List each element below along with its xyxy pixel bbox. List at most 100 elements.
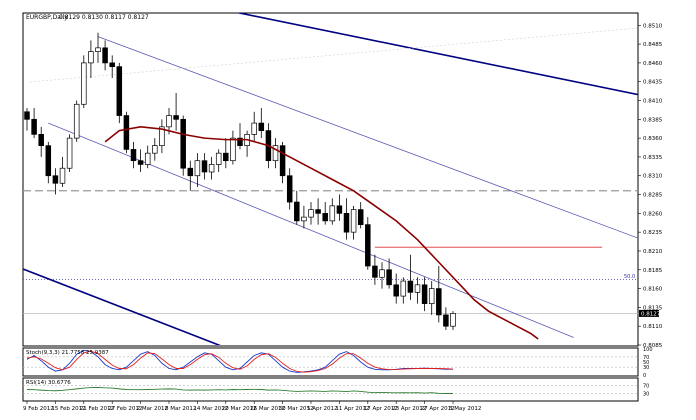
candle-body-down bbox=[315, 209, 321, 214]
candle-body-up bbox=[379, 269, 385, 278]
candle bbox=[24, 108, 30, 131]
candle bbox=[59, 156, 66, 188]
candle bbox=[357, 202, 364, 229]
time-tick-label: 17 Apr 2012 bbox=[364, 406, 398, 412]
candle bbox=[109, 55, 115, 78]
candle bbox=[372, 254, 378, 285]
candle bbox=[152, 138, 158, 161]
candle bbox=[66, 134, 73, 172]
candle-body-down bbox=[357, 209, 364, 225]
candle-body-down bbox=[286, 175, 293, 203]
candle-body-up bbox=[208, 164, 215, 173]
candle-body-up bbox=[251, 122, 257, 135]
time-tick-label: 11 Apr 2012 bbox=[335, 406, 369, 412]
stochastic-signal-line bbox=[26, 350, 454, 373]
stochastic-main-line bbox=[26, 349, 453, 373]
candle bbox=[230, 130, 236, 165]
candle-body-down bbox=[180, 118, 186, 169]
candle bbox=[173, 92, 179, 131]
candle bbox=[116, 62, 123, 124]
candle bbox=[187, 160, 194, 191]
candle bbox=[52, 168, 59, 195]
time-tick-label: 2 Mar 2012 bbox=[137, 406, 168, 412]
price-tick-label: 0.8260 bbox=[643, 211, 663, 217]
candle-body-down bbox=[201, 160, 208, 173]
rsi-panel-frame bbox=[22, 377, 639, 402]
price-tick-label: 0.8510 bbox=[643, 23, 663, 29]
time-tick-label: 9 Feb 2012 bbox=[23, 406, 54, 412]
fib-level-label: 50.0 bbox=[624, 274, 635, 280]
candle-body-down bbox=[322, 213, 328, 222]
candle bbox=[81, 55, 87, 109]
candle-body-down bbox=[52, 175, 59, 184]
candle bbox=[350, 205, 357, 240]
candle bbox=[343, 198, 350, 240]
candle bbox=[180, 115, 186, 176]
time-tick-label: 8 Mar 2012 bbox=[165, 406, 196, 412]
rsi-line bbox=[26, 386, 453, 394]
candle bbox=[421, 277, 428, 312]
candle-body-down bbox=[130, 149, 137, 162]
candle-body-up bbox=[95, 47, 101, 52]
candle bbox=[31, 108, 37, 139]
candle-body-down bbox=[336, 205, 343, 214]
candle-body-down bbox=[343, 213, 350, 233]
price-tick-label: 0.8235 bbox=[643, 230, 663, 236]
candle bbox=[144, 145, 151, 169]
candle bbox=[102, 40, 108, 71]
candle-body-down bbox=[45, 145, 52, 177]
time-tick-label: 5 Apr 2012 bbox=[307, 406, 338, 412]
candle-body-down bbox=[137, 160, 144, 165]
stochastic-tick-label: 50 bbox=[643, 360, 649, 366]
price-tick-label: 0.8285 bbox=[643, 193, 663, 199]
moving-average-line bbox=[104, 126, 539, 340]
time-tick-label: 30 Mar 2012 bbox=[279, 406, 314, 412]
candle-body-down bbox=[443, 314, 449, 327]
candle bbox=[258, 108, 265, 139]
candle-body-up bbox=[329, 205, 336, 222]
candle-body-down bbox=[365, 224, 371, 267]
candle bbox=[407, 254, 414, 300]
candle bbox=[379, 262, 385, 289]
candle-body-up bbox=[308, 209, 314, 218]
candle-body-up bbox=[159, 126, 165, 146]
price-tick-label: 0.8210 bbox=[643, 249, 663, 255]
candle-body-up bbox=[400, 280, 407, 297]
candle-body-down bbox=[123, 115, 130, 150]
candle-body-up bbox=[88, 51, 94, 64]
moving-average-layer bbox=[104, 126, 539, 340]
price-tick-label: 0.8485 bbox=[643, 42, 663, 48]
candle-body-down bbox=[421, 284, 428, 304]
lower-long-trendline bbox=[23, 268, 221, 345]
price-tick-label: 0.8335 bbox=[643, 155, 663, 161]
candle bbox=[315, 198, 321, 225]
candle-body-down bbox=[102, 47, 108, 64]
candle bbox=[336, 194, 343, 221]
stochastic-series bbox=[26, 349, 454, 373]
candle bbox=[301, 205, 307, 229]
candle bbox=[428, 281, 435, 315]
candle-body-up bbox=[194, 160, 201, 177]
candle-body-down bbox=[258, 122, 265, 131]
candle-body-down bbox=[279, 145, 286, 177]
candle bbox=[393, 273, 399, 304]
time-tick-label: 15 Feb 2012 bbox=[51, 406, 85, 412]
candle bbox=[272, 138, 279, 169]
time-tick-label: 27 Apr 2012 bbox=[421, 406, 455, 412]
candle bbox=[215, 149, 222, 172]
price-axis: 0.8510 0.8485 0.8460 0.8435 0.8410 0.8385 0.83… bbox=[624, 23, 663, 349]
candle-body-down bbox=[237, 137, 243, 146]
candle bbox=[137, 149, 144, 172]
upper-long-trendline bbox=[235, 13, 638, 96]
price-tick-label: 0.8410 bbox=[643, 99, 663, 105]
candle-body-up bbox=[230, 137, 236, 162]
price-tick-label: 0.8160 bbox=[643, 287, 663, 293]
candle bbox=[386, 258, 392, 289]
candle bbox=[308, 202, 314, 225]
candle-body-down bbox=[187, 167, 194, 177]
candle-body-down bbox=[407, 280, 414, 293]
candle bbox=[294, 190, 300, 225]
stochastic-tick-label: 100 bbox=[643, 347, 653, 353]
price-tick-label: 0.8135 bbox=[643, 305, 663, 311]
